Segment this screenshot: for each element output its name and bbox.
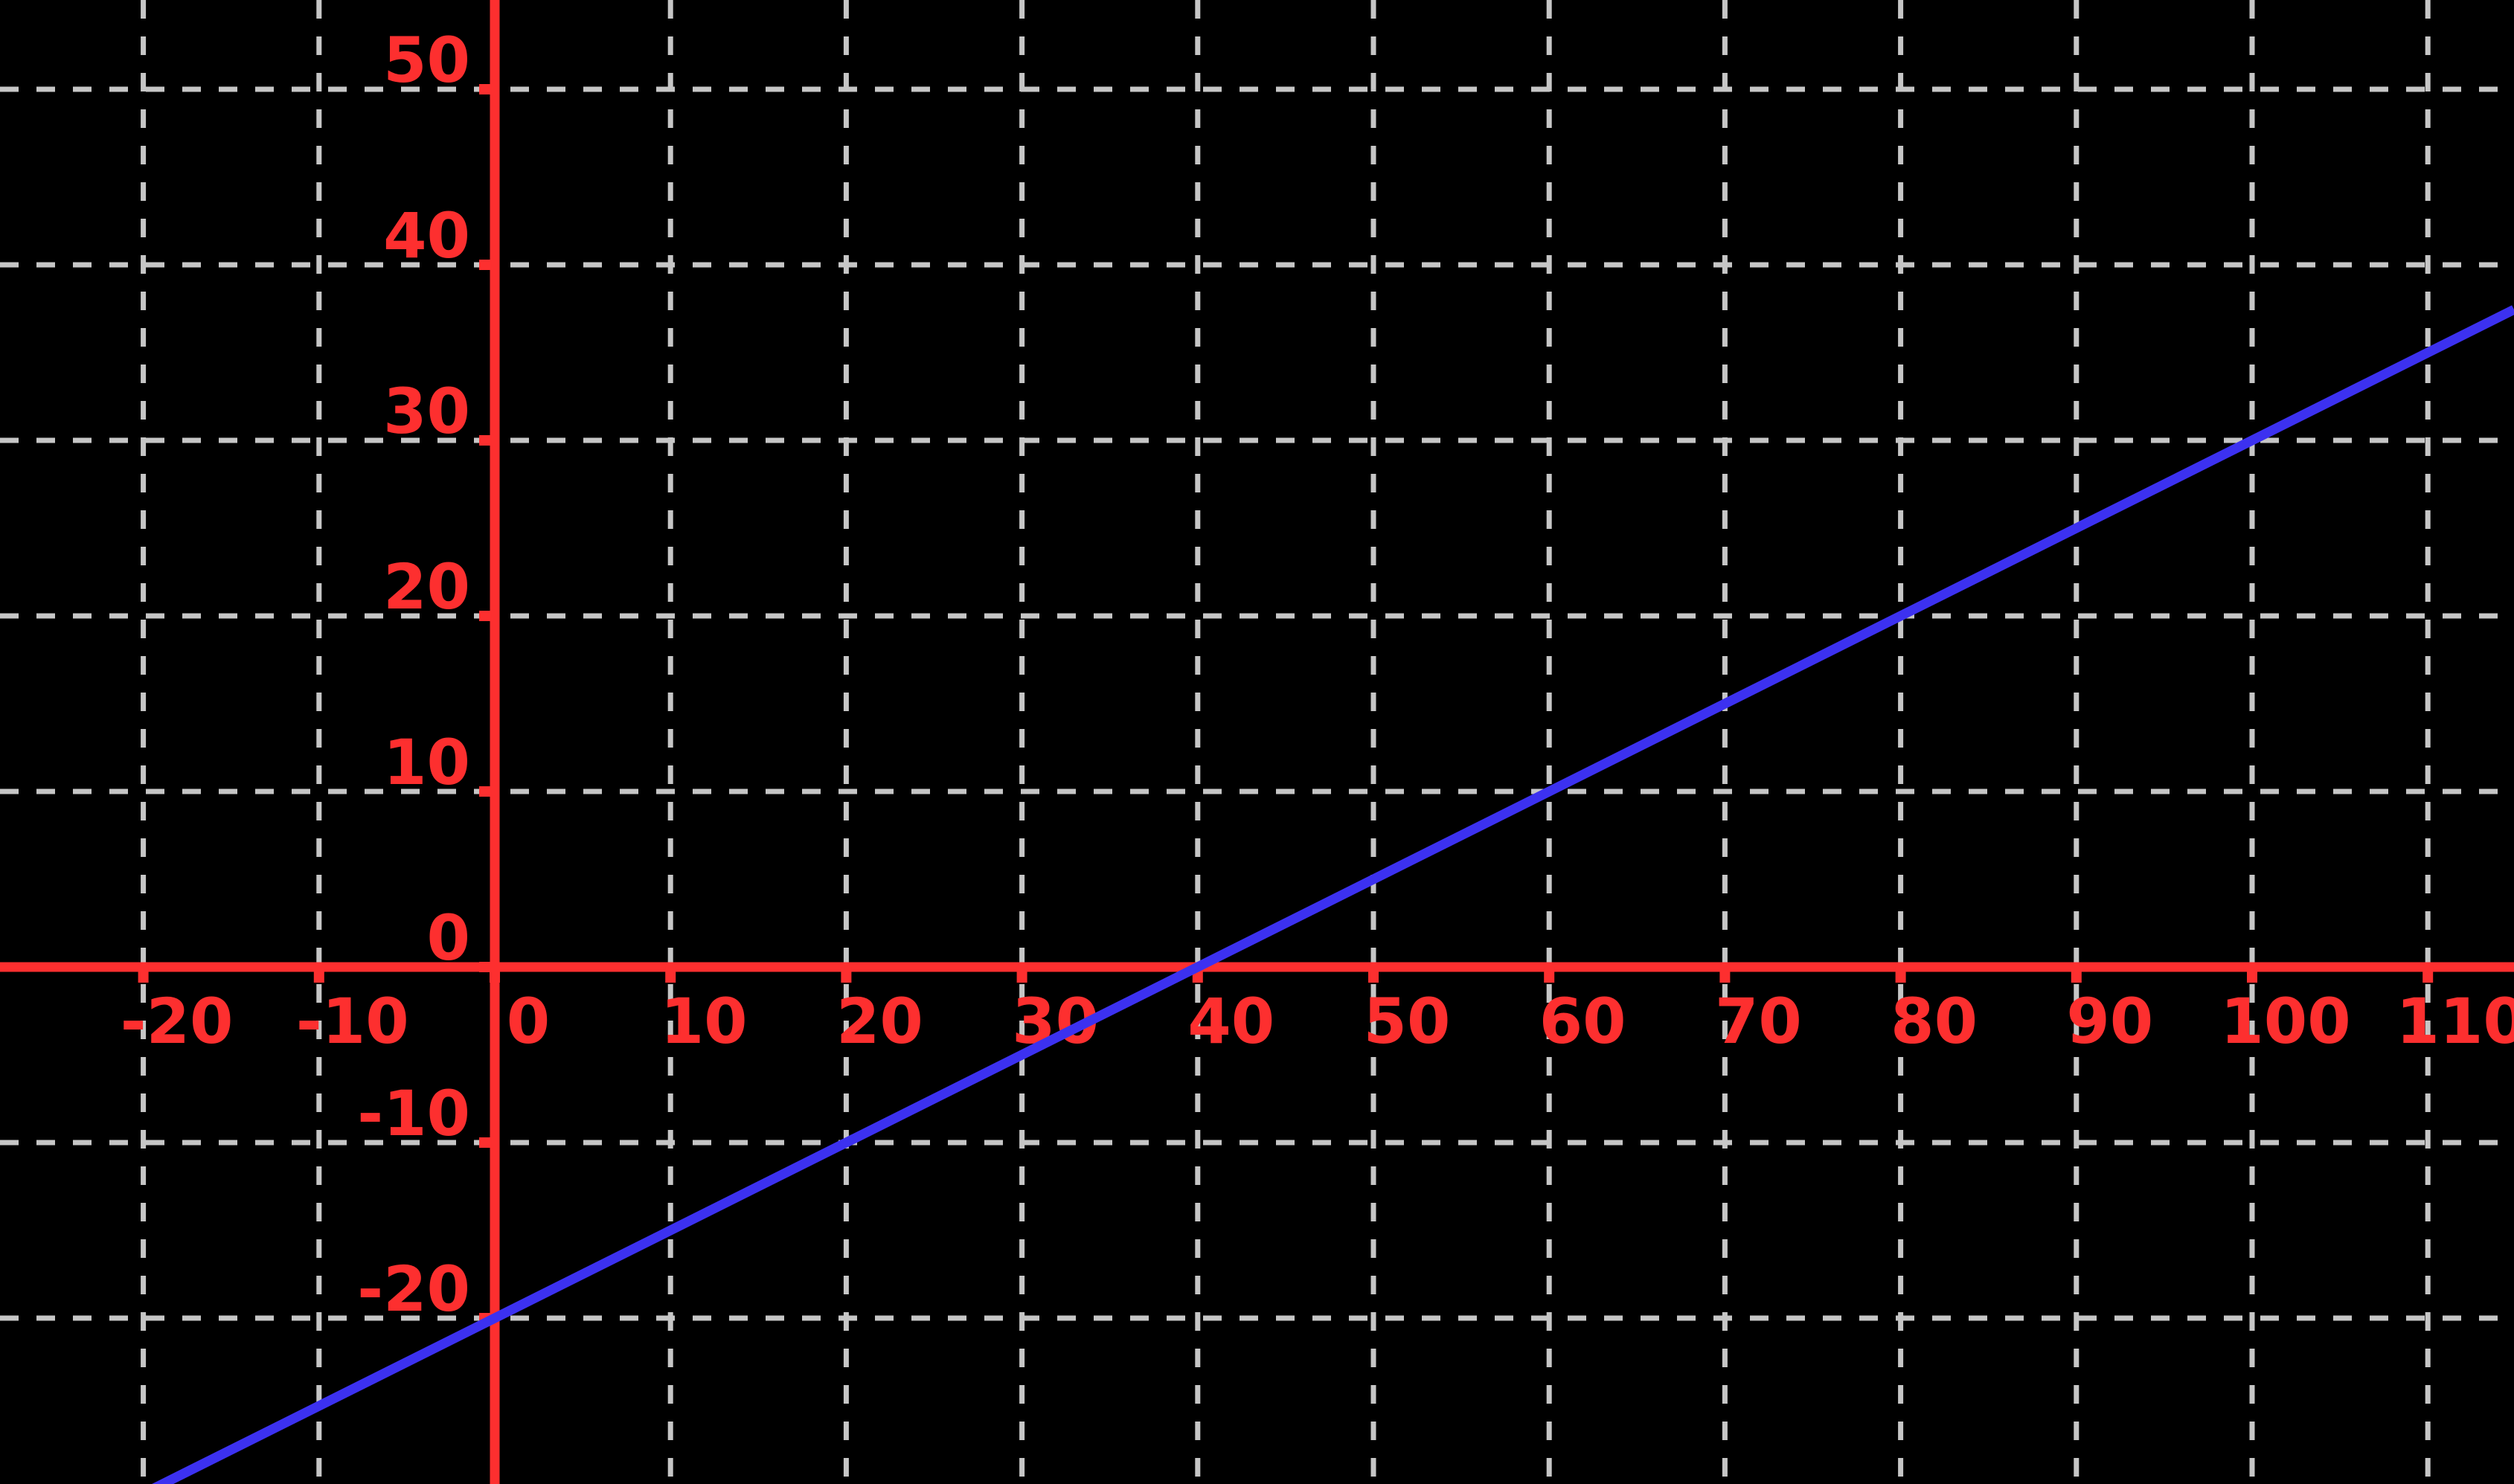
x-tick-label: 40	[1187, 985, 1274, 1058]
y-tick-label: 20	[383, 550, 470, 623]
x-tick-label: 110	[2396, 985, 2514, 1058]
x-tick-label: 50	[1364, 985, 1451, 1058]
x-tick-label: -10	[296, 985, 409, 1058]
y-tick-label: 40	[383, 199, 470, 272]
y-tick-label: 0	[427, 902, 470, 974]
graph-line	[152, 305, 2514, 1484]
y-tick-label: -20	[357, 1253, 470, 1326]
x-tick-label: 0	[507, 985, 550, 1058]
y-tick-label: 50	[383, 24, 470, 97]
x-tick-label: 20	[836, 985, 923, 1058]
x-tick-label: 70	[1715, 985, 1802, 1058]
x-tick-label: 80	[1891, 985, 1978, 1058]
x-tick-label: 60	[1539, 985, 1626, 1058]
x-tick-label: -20	[121, 985, 234, 1058]
x-tick-label: 90	[2066, 985, 2153, 1058]
y-tick-label: 10	[383, 726, 470, 799]
x-tick-label: 100	[2220, 985, 2350, 1058]
y-tick-label: 30	[383, 375, 470, 448]
x-tick-label: 10	[661, 985, 748, 1058]
y-tick-label: -10	[357, 1077, 470, 1150]
